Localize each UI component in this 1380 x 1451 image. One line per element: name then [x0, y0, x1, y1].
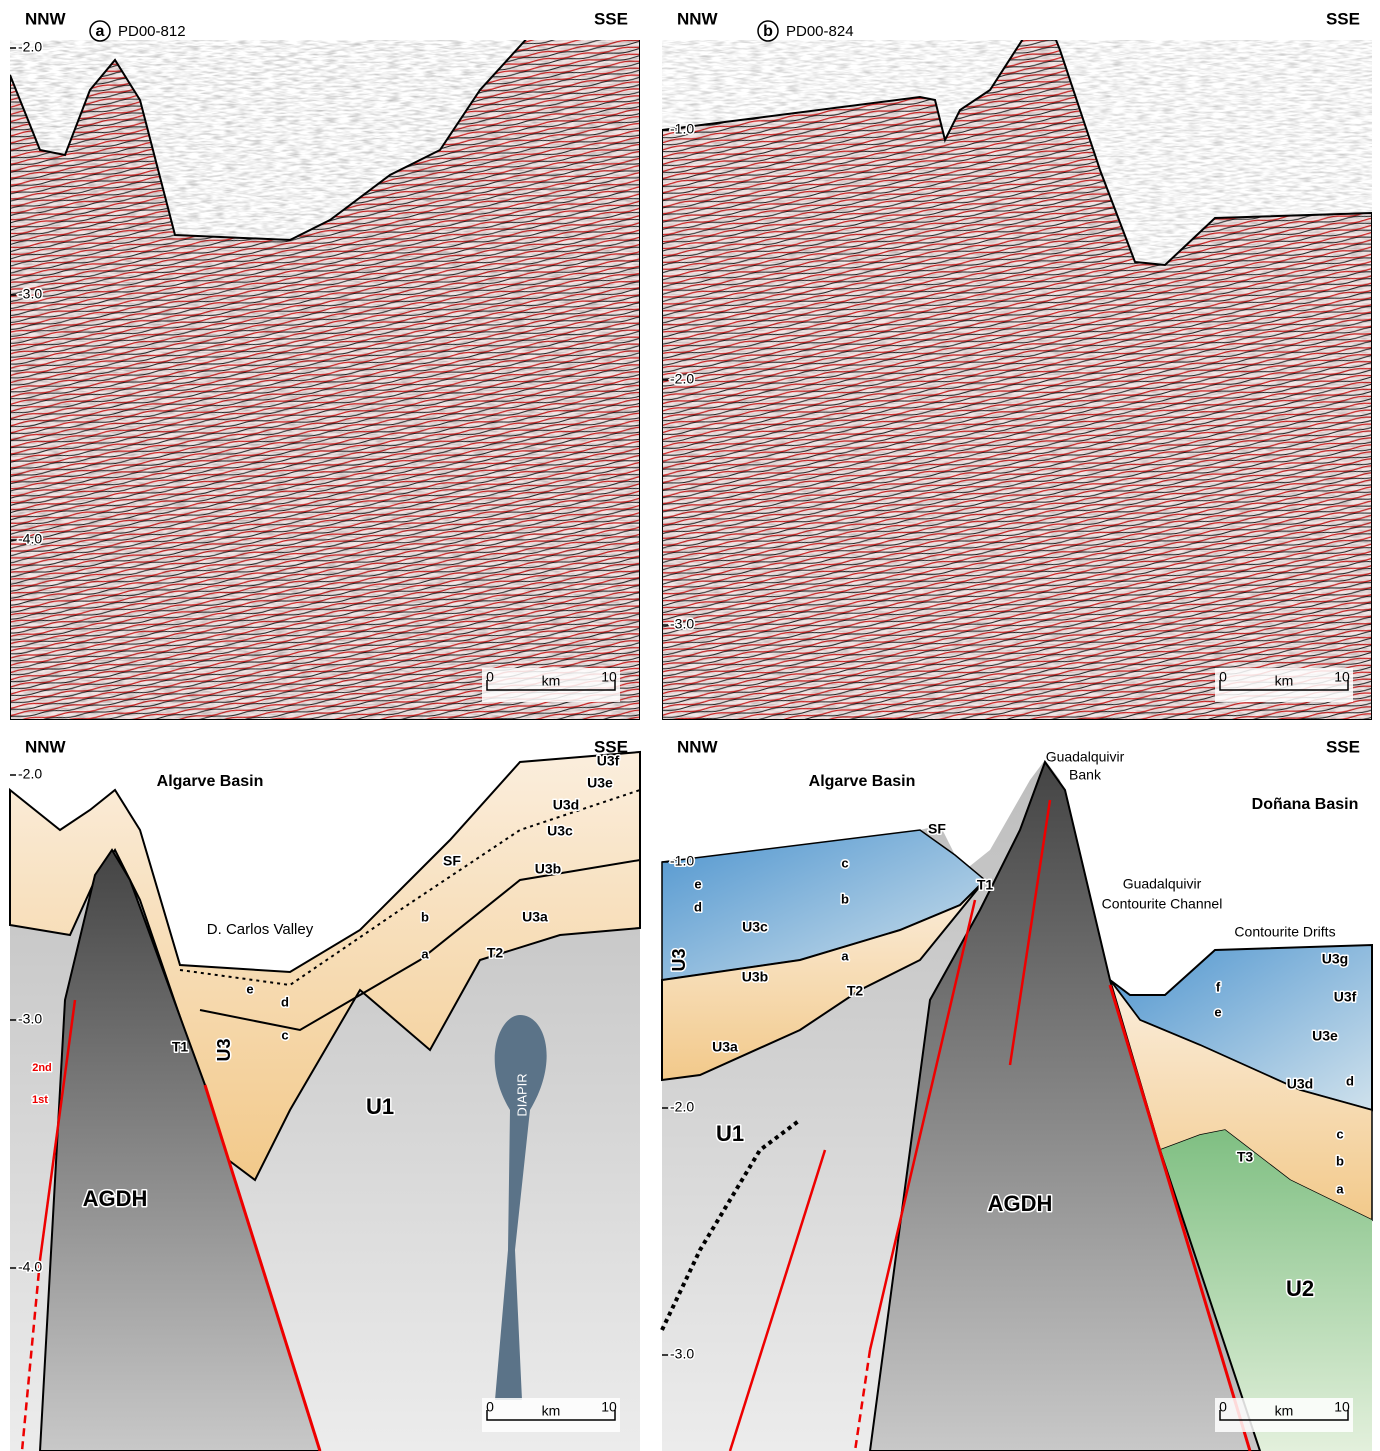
unit-label: Guadalquivir	[1123, 876, 1202, 892]
unit-label: b	[421, 909, 429, 924]
unit-label: U3b	[742, 969, 768, 985]
unit-label: AGDH	[83, 1186, 148, 1211]
depth-label: -1.0	[670, 121, 694, 137]
unit-label: d	[694, 899, 702, 914]
unit-label: U3g	[1322, 951, 1348, 967]
unit-label: T3	[1237, 1149, 1254, 1165]
direction-left: NNW	[677, 9, 719, 28]
scale-start: 0	[486, 669, 494, 685]
depth-label: -4.0	[18, 1259, 42, 1275]
scale-end: 10	[601, 669, 617, 685]
depth-label: -2.0	[670, 1099, 694, 1115]
interpretation-c	[10, 752, 640, 1451]
unit-label: Guadalquivir	[1046, 749, 1125, 765]
unit-label: U3c	[547, 823, 573, 839]
unit-label: U3f	[1334, 989, 1357, 1005]
unit-label: e	[246, 981, 253, 996]
scale-start: 0	[1219, 669, 1227, 685]
unit-label: b	[841, 891, 849, 906]
unit-label: e	[1214, 1004, 1221, 1019]
scale-start: 0	[1219, 1399, 1227, 1415]
unit-label: U3f	[597, 753, 620, 769]
unit-label: U3a	[522, 909, 548, 925]
depth-label: -3.0	[18, 1011, 42, 1027]
depth-label: -3.0	[18, 286, 42, 302]
depth-label: -4.0	[18, 531, 42, 547]
scale-end: 10	[601, 1399, 617, 1415]
profile-name: PD00-824	[786, 23, 854, 40]
depth-label: -3.0	[670, 616, 694, 632]
unit-label: c	[281, 1027, 288, 1042]
unit-label: T2	[847, 983, 864, 999]
panel-letter: b	[763, 23, 773, 40]
unit-label: T1	[977, 877, 994, 893]
unit-label: DIAPIR	[514, 1073, 529, 1116]
unit-label: a	[421, 946, 429, 961]
unit-label: e	[694, 876, 701, 891]
scale-unit: km	[1275, 1403, 1294, 1419]
unit-label: U3	[669, 948, 689, 971]
scale-end: 10	[1334, 669, 1350, 685]
unit-label: c	[841, 855, 848, 870]
profile-name: PD00-812	[118, 23, 186, 40]
unit-label: D. Carlos Valley	[207, 921, 314, 938]
scale-end: 10	[1334, 1399, 1350, 1415]
unit-label: Algarve Basin	[809, 773, 916, 790]
unit-label: T1	[172, 1039, 189, 1055]
depth-label: -1.0	[670, 853, 694, 869]
scale-unit: km	[542, 1403, 561, 1419]
unit-label: d	[1346, 1073, 1354, 1088]
direction-right: SSE	[1326, 9, 1360, 28]
unit-label: U3b	[535, 861, 561, 877]
unit-label: c	[1336, 1126, 1343, 1141]
unit-label: U2	[1286, 1276, 1314, 1301]
direction-left: NNW	[677, 737, 719, 756]
direction-right: SSE	[1326, 737, 1360, 756]
unit-label: U3	[214, 1038, 234, 1061]
unit-label: 1st	[32, 1094, 48, 1106]
scale-unit: km	[542, 673, 561, 689]
unit-label: U1	[366, 1094, 394, 1119]
depth-label: -3.0	[670, 1346, 694, 1362]
seismic-b	[662, 20, 1372, 720]
unit-label: f	[1216, 979, 1221, 994]
unit-label: U3e	[587, 775, 613, 791]
unit-label: U3c	[742, 919, 768, 935]
seismic-a	[10, 18, 640, 720]
scale-unit: km	[1275, 673, 1294, 689]
unit-label: Contourite Channel	[1102, 896, 1223, 912]
depth-label: -2.0	[18, 766, 42, 782]
unit-label: U3e	[1312, 1028, 1338, 1044]
unit-label: 2nd	[32, 1062, 52, 1074]
panel-letter: a	[96, 23, 105, 40]
unit-label: d	[281, 994, 289, 1009]
depth-label: -2.0	[18, 39, 42, 55]
unit-label: SF	[928, 821, 946, 837]
unit-label: U1	[716, 1121, 744, 1146]
unit-label: Bank	[1069, 767, 1102, 783]
unit-label: Algarve Basin	[157, 773, 264, 790]
direction-left: NNW	[25, 9, 67, 28]
direction-right: SSE	[594, 9, 628, 28]
scale-start: 0	[486, 1399, 494, 1415]
interpretation-d	[662, 760, 1372, 1451]
unit-label: T2	[487, 945, 504, 961]
unit-label: b	[1336, 1153, 1344, 1168]
unit-label: a	[1336, 1181, 1344, 1196]
unit-label: U3d	[1287, 1076, 1313, 1092]
unit-label: U3a	[712, 1039, 738, 1055]
depth-label: -2.0	[670, 371, 694, 387]
unit-label: U3d	[553, 797, 579, 813]
figure: NNWSSEaPD00-812-2.0-3.0-4.00km10NNWSSEbP…	[0, 0, 1380, 1451]
direction-left: NNW	[25, 737, 67, 756]
unit-label: Doñana Basin	[1252, 796, 1359, 813]
unit-label: AGDH	[988, 1191, 1053, 1216]
unit-label: Contourite Drifts	[1234, 924, 1335, 940]
unit-label: SF	[443, 853, 461, 869]
unit-label: a	[841, 948, 849, 963]
